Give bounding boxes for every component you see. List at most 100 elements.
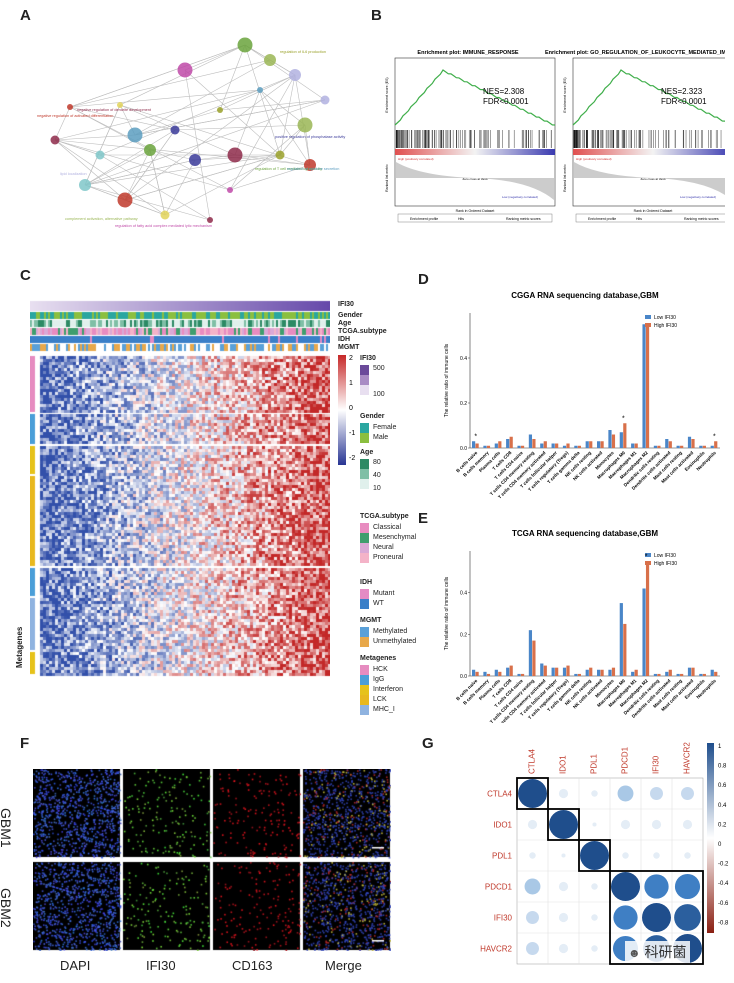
bar xyxy=(506,439,510,448)
network-edge xyxy=(234,154,311,166)
bar xyxy=(486,445,491,448)
corr-colorbar-tick: -0.8 xyxy=(718,920,729,926)
bar xyxy=(472,669,476,676)
panel-letter-g: G xyxy=(422,735,434,752)
gsea-frame xyxy=(394,57,556,207)
bar xyxy=(509,665,513,676)
panel-letter-a: A xyxy=(20,7,31,24)
correlation-circle xyxy=(611,872,640,901)
network-node xyxy=(117,102,123,108)
column-label: CTLA4 xyxy=(528,749,537,774)
network-edge xyxy=(134,109,221,136)
legend-swatch xyxy=(360,675,369,685)
network-edge xyxy=(244,44,326,101)
chart-title: TCGA RNA sequencing database,GBM xyxy=(512,529,658,538)
bar xyxy=(540,443,544,448)
bar xyxy=(562,667,567,676)
bar xyxy=(623,423,627,448)
row-label: IDO1 xyxy=(493,821,512,830)
bar xyxy=(589,441,593,448)
significance-marker: * xyxy=(474,433,477,440)
network-node xyxy=(227,147,243,163)
network-node xyxy=(117,192,133,208)
bar xyxy=(517,445,521,448)
track-label: IDH xyxy=(338,336,351,343)
row-label-gbm1: GBM1 xyxy=(0,808,14,848)
legend-label: Low IFI30 xyxy=(654,553,676,559)
track-label: TCGA.subtype xyxy=(338,328,387,335)
gsea-x-label: Rank in Ordered Dataset xyxy=(456,209,495,213)
panel-letter-f: F xyxy=(20,735,30,752)
legend-item: Unmethylated xyxy=(373,638,417,645)
legend-swatch xyxy=(645,561,651,565)
legend-item: LCK xyxy=(373,696,387,703)
network-edge xyxy=(99,154,211,221)
bar xyxy=(600,441,604,448)
network-edge xyxy=(54,139,166,216)
ranking-metric-area xyxy=(396,162,554,200)
legend-swatch xyxy=(360,523,369,533)
network-edge xyxy=(69,44,246,108)
bar xyxy=(543,441,547,448)
track-label: MGMT xyxy=(338,344,360,351)
y-axis-label: The relative ratio of immune cells xyxy=(444,343,450,417)
network-edge xyxy=(54,89,261,141)
legend-swatch xyxy=(360,375,369,385)
column-label: HAVCR2 xyxy=(683,742,692,774)
correlation-circle xyxy=(674,873,701,900)
y-axis-label: The relative ratio of immune cells xyxy=(444,576,450,650)
enrichment-curve xyxy=(572,69,725,126)
significance-marker: * xyxy=(645,553,648,560)
network-node-label: regulation of T cell mediated cytotoxici… xyxy=(255,167,322,171)
network-edge xyxy=(229,164,311,191)
network-node xyxy=(127,127,143,143)
panel-letter-e: E xyxy=(418,510,429,527)
network-node xyxy=(67,104,73,110)
bar xyxy=(566,665,570,676)
bar xyxy=(665,671,669,676)
bar xyxy=(498,441,502,448)
col-label-merge: Merge xyxy=(325,958,362,973)
correlation-circle xyxy=(620,819,631,830)
network-edge xyxy=(54,139,311,166)
legend-item: 500 xyxy=(373,365,385,372)
corr-colorbar-tick: 0.6 xyxy=(718,783,727,789)
colorbar-tick: -2 xyxy=(349,455,355,462)
network-edge xyxy=(84,149,151,186)
legend-swatch xyxy=(360,705,369,715)
bar xyxy=(498,671,502,676)
bar xyxy=(483,671,487,676)
correlation-circle xyxy=(518,779,547,808)
colorbar-tick: 0 xyxy=(349,405,353,412)
bar xyxy=(574,445,578,448)
bar xyxy=(631,443,635,448)
zero-cross-label: Zero cross at 9998 xyxy=(640,177,665,181)
gsea-title: Enrichment plot: GO_REGULATION_OF_LEUKOC… xyxy=(545,50,725,56)
bar xyxy=(714,441,718,448)
bar xyxy=(611,434,616,448)
bar xyxy=(483,445,487,448)
tcga-bar-chart: TCGA RNA sequencing database,GBM 0.0 0.2 0.… xyxy=(444,529,720,723)
corr-colorbar-tick: -0.2 xyxy=(718,862,729,868)
bar xyxy=(520,445,525,448)
heatmap-cells xyxy=(30,300,330,688)
column-label: PDCD1 xyxy=(621,746,630,774)
network-node-label: regulation of fatty acid complex mediate… xyxy=(115,224,212,228)
network-node xyxy=(320,95,330,105)
gsea-title: Enrichment plot: IMMUNE_RESPONSE xyxy=(417,50,518,56)
gsea-legend-item: Hits xyxy=(636,217,642,221)
gsea-y-label-top: Enrichment score (ES) xyxy=(385,77,389,112)
network-node xyxy=(177,62,193,78)
bar xyxy=(472,441,476,448)
network-edge xyxy=(244,44,281,156)
gsea-fdr-value: FDR<0.0001 xyxy=(483,97,529,106)
zero-cross-label: Zero cross at 9998 xyxy=(462,177,487,181)
network-edge xyxy=(149,149,196,161)
correlation-circle xyxy=(527,819,538,830)
legend-swatch xyxy=(360,533,369,543)
network-node xyxy=(257,87,263,93)
bar xyxy=(532,640,536,676)
bar xyxy=(608,669,612,676)
panel-letter-b: B xyxy=(371,7,382,24)
cluster-box xyxy=(609,870,704,965)
